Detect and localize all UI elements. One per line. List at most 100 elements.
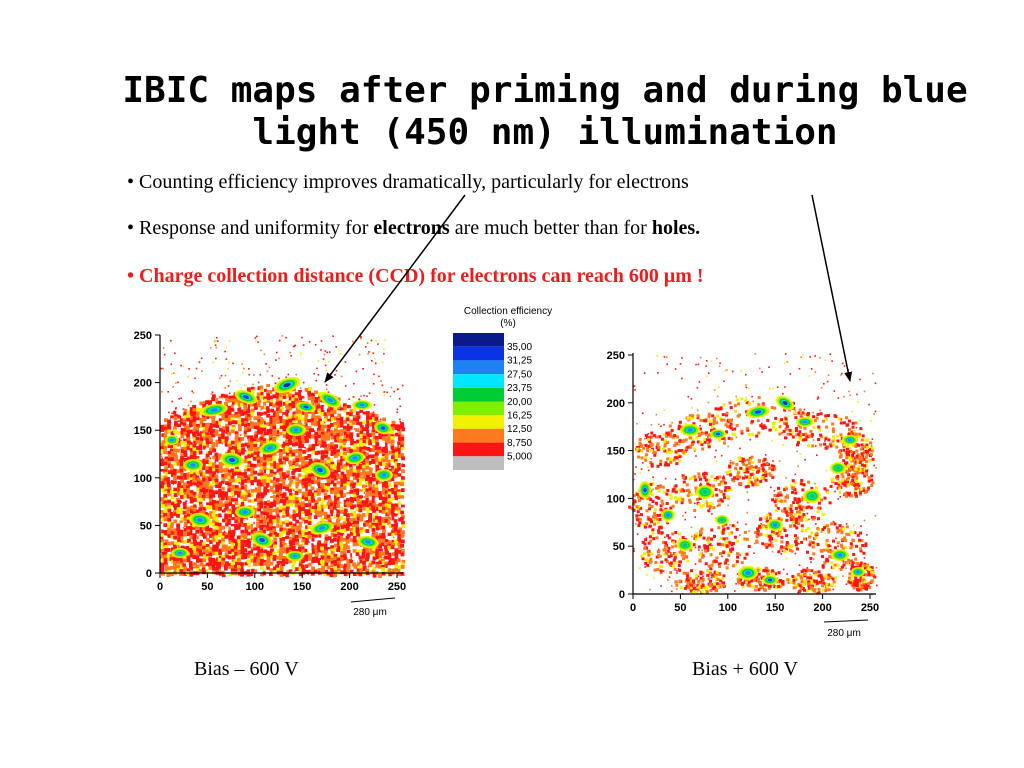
map-pixel: [247, 447, 252, 452]
map-pixel: [274, 382, 277, 385]
map-pixel: [356, 516, 361, 521]
map-pixel: [237, 542, 242, 547]
map-pixel: [190, 528, 194, 533]
map-pixel: [343, 563, 348, 568]
map-pixel: [397, 437, 402, 442]
map-pixel: [298, 508, 303, 513]
map-pixel: [291, 497, 296, 502]
map-pixel: [237, 539, 242, 544]
map-pixel: [195, 408, 198, 411]
map-pixel: [366, 446, 371, 451]
map-pixel: [186, 568, 191, 573]
map-pixel: [203, 445, 207, 450]
map-pixel: [214, 548, 219, 553]
map-pixel: [237, 475, 242, 480]
map-pixel: [270, 431, 274, 436]
map-pixel: [208, 489, 213, 494]
map-pixel: [388, 441, 392, 445]
map-pixel: [275, 475, 280, 480]
map-pixel: [323, 493, 328, 497]
map-pixel: [228, 540, 233, 545]
map-pixel: [663, 423, 665, 426]
map-pixel: [307, 393, 312, 398]
map-pixel: [269, 457, 274, 462]
map-pixel: [690, 437, 694, 441]
map-pixel: [237, 449, 242, 454]
map-pixel: [302, 537, 306, 541]
map-pixel: [365, 346, 367, 348]
map-pixel: [183, 492, 188, 497]
map-pixel: [342, 486, 347, 490]
map-pixel: [270, 408, 274, 413]
map-pixel: [387, 447, 392, 452]
map-pixel: [401, 456, 405, 461]
map-pixel: [233, 558, 238, 563]
map-pixel: [371, 463, 376, 468]
map-pixel: [256, 498, 261, 503]
map-pixel: [397, 569, 402, 573]
map-pixel: [206, 538, 210, 542]
map-pixel: [160, 533, 165, 538]
map-pixel: [244, 542, 248, 547]
map-pixel: [330, 471, 335, 476]
map-pixel: [399, 418, 401, 421]
map-pixel: [397, 542, 402, 547]
map-pixel: [253, 482, 258, 487]
map-pixel: [234, 491, 238, 495]
map-pixel: [294, 439, 299, 444]
map-pixel: [273, 494, 275, 497]
map-pixel: [667, 522, 669, 525]
map-pixel: [254, 422, 258, 427]
map-pixel: [170, 421, 172, 423]
map-pixel: [186, 414, 190, 418]
map-pixel: [397, 441, 402, 446]
map-pixel: [214, 522, 219, 527]
map-pixel: [716, 414, 720, 418]
map-pixel: [193, 504, 197, 509]
map-pixel: [266, 486, 269, 489]
map-pixel: [262, 508, 267, 512]
map-pixel: [187, 376, 189, 378]
map-pixel: [209, 486, 214, 490]
map-pixel: [381, 533, 386, 537]
map-pixel: [652, 479, 655, 481]
map-pixel: [365, 452, 370, 457]
bullet-3: • Charge collection distance (CCD) for e…: [127, 265, 704, 288]
map-pixel: [209, 431, 214, 436]
map-pixel: [336, 481, 341, 485]
map-pixel: [208, 477, 212, 482]
map-pixel: [244, 529, 249, 534]
map-pixel: [205, 483, 210, 488]
map-pixel: [160, 542, 165, 546]
map-pixel: [348, 463, 353, 468]
map-pixel: [304, 464, 309, 469]
map-pixel: [298, 454, 302, 458]
map-pixel: [215, 468, 219, 473]
map-pixel: [664, 536, 666, 539]
map-pixel: [250, 467, 255, 472]
map-pixel: [250, 425, 254, 429]
map-pixel: [702, 431, 706, 435]
map-pixel: [233, 568, 238, 573]
map-pixel: [260, 565, 264, 570]
map-pixel: [400, 434, 405, 439]
map-pixel: [643, 438, 646, 440]
map-pixel: [840, 374, 842, 376]
map-pixel: [644, 433, 648, 437]
map-pixel: [276, 395, 280, 399]
map-pixel: [311, 411, 316, 416]
map-pixel: [778, 425, 782, 429]
map-pixel: [169, 557, 174, 561]
map-pixel: [221, 544, 226, 549]
map-pixel: [333, 556, 338, 561]
map-pixel: [804, 458, 806, 461]
map-pixel: [395, 451, 399, 456]
map-pixel: [295, 455, 299, 460]
map-pixel: [746, 491, 749, 493]
map-pixel: [265, 569, 270, 574]
map-pixel: [721, 413, 725, 417]
map-pixel: [304, 411, 308, 415]
map-pixel: [257, 565, 262, 570]
map-pixel: [196, 551, 201, 556]
map-pixel: [314, 399, 319, 404]
